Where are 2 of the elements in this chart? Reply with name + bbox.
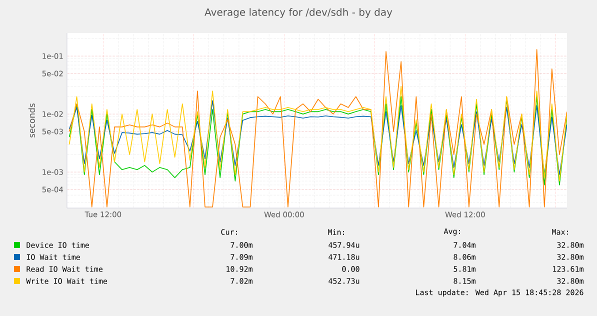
chart-title: Average latency for /dev/sdh - by day bbox=[204, 8, 392, 18]
y-axis-title: seconds bbox=[28, 104, 35, 138]
